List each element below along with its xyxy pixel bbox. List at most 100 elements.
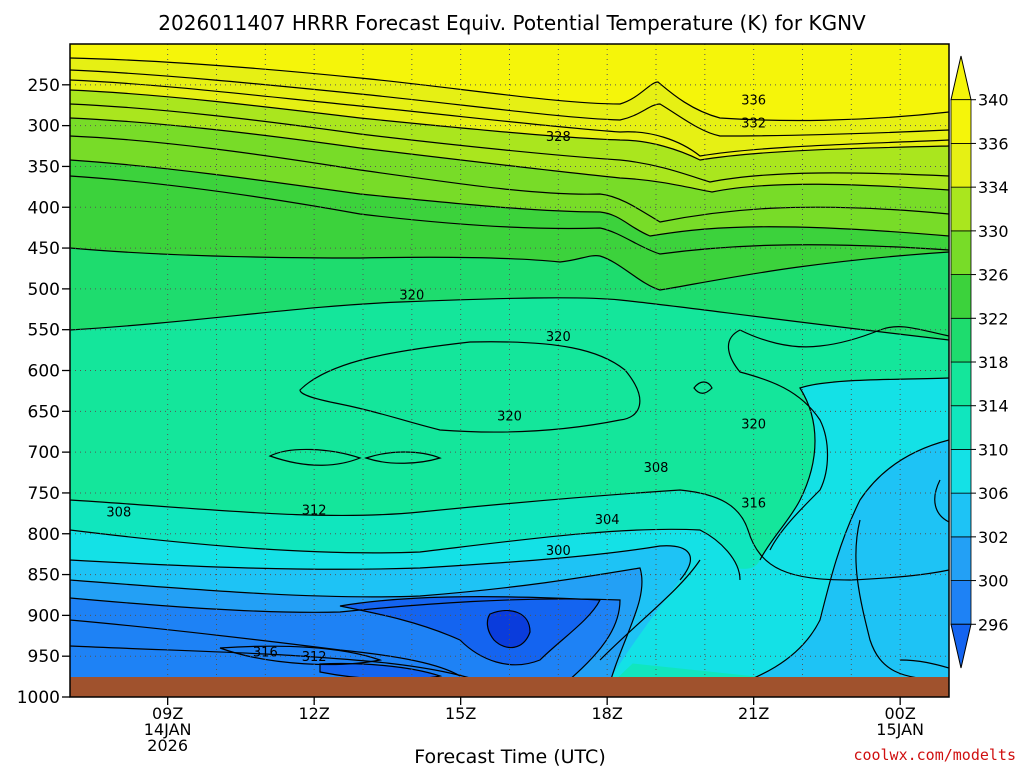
x-tick-label: 2026 (147, 736, 188, 755)
colorbar-segment (950, 317, 972, 363)
x-tick-label: 15JAN (876, 720, 924, 739)
y-tick-label: 600 (28, 362, 60, 382)
contour-label: 312 (302, 650, 327, 665)
colorbar-segment (950, 230, 972, 275)
contour-line (70, 645, 471, 679)
contour-line (759, 377, 949, 561)
band-296 (487, 610, 530, 648)
contour-label: 300 (546, 544, 571, 559)
contour-label: 332 (741, 116, 766, 131)
contour-label: 308 (106, 506, 131, 521)
contour-line (693, 381, 713, 394)
y-tick-label: 400 (28, 198, 60, 218)
x-tick-label: 18Z (592, 704, 623, 723)
contour-line (70, 135, 949, 223)
y-axis: 250 300 350 400 450 500 550 600 650 700 750 800 850 9… (17, 76, 70, 708)
contour-line (727, 326, 949, 551)
y-tick-label: 300 (28, 117, 60, 137)
contour-label: 316 (253, 645, 278, 660)
chart-title: 2026011407 HRRR Forecast Equiv. Potentia… (158, 11, 866, 35)
contour-line (70, 117, 949, 193)
contour-line (70, 297, 949, 341)
y-tick-label: 350 (28, 157, 60, 177)
y-tick-label: 900 (28, 606, 60, 626)
contour-label: 320 (546, 330, 571, 345)
contour-line (70, 247, 949, 291)
contour-line (319, 662, 443, 681)
colorbar-tick-label: 314 (978, 397, 1009, 416)
contour-line (486, 610, 531, 649)
colorbar-segment (950, 361, 972, 407)
credit-text: coolwx.com/modelts (853, 746, 1016, 764)
theta-e-fill-bands (70, 44, 949, 697)
contour-line (70, 57, 949, 122)
x-tick-label: 12Z (299, 704, 330, 723)
ground-strip (70, 677, 949, 697)
plot-area (70, 44, 949, 697)
colorbar-tick-label: 330 (978, 222, 1009, 241)
contour-line (899, 659, 949, 669)
y-tick-label: 800 (28, 525, 60, 545)
colorbar-segment (950, 580, 972, 625)
colorbar-tick-label: 340 (978, 91, 1009, 110)
colorbar-tick-label: 296 (978, 615, 1009, 634)
colorbar-segment (950, 449, 972, 494)
colorbar-segment (950, 405, 972, 450)
contour-label: 328 (546, 130, 571, 145)
colorbar-segment (950, 274, 972, 319)
colorbar-tick-label: 336 (978, 134, 1009, 153)
contour-line (268, 448, 362, 466)
colorbar-tick-label: 310 (978, 440, 1009, 459)
x-tick-label: 14JAN (144, 720, 192, 739)
contour-line (70, 597, 621, 697)
x-tick-label: 00Z (885, 704, 916, 723)
y-tick-label: 650 (28, 402, 60, 422)
contour-line (70, 619, 461, 677)
y-tick-label: 250 (28, 76, 60, 96)
contour-line (70, 489, 949, 581)
contour-line (299, 341, 641, 433)
colorbar-tick-label: 322 (978, 309, 1009, 328)
contour-label: 320 (399, 289, 424, 304)
colorbar-tick-label: 326 (978, 266, 1009, 285)
colorbar-segment (950, 536, 972, 581)
y-tick-label: 700 (28, 443, 60, 463)
contour-line (70, 528, 741, 581)
contour-line (70, 159, 949, 237)
colorbar-bottom-arrow (950, 623, 972, 669)
contour-labels: 336 332 328 320 320 320 320 308 316 312 308 304 300 3… (106, 94, 766, 666)
colorbar-tick-label: 302 (978, 528, 1009, 547)
y-tick-label: 550 (28, 321, 60, 341)
colorbar-tick-label: 318 (978, 353, 1009, 372)
contour-line (70, 545, 691, 581)
theta-e-contour-lines (70, 57, 949, 697)
colorbar-segment (950, 143, 972, 188)
contour-line (70, 175, 949, 255)
contour-line (70, 89, 949, 161)
colorbar-tick-label: 306 (978, 484, 1009, 503)
y-tick-label: 750 (28, 484, 60, 504)
y-tick-label: 450 (28, 239, 60, 259)
contour-line (70, 103, 949, 183)
contour-label: 316 (741, 497, 766, 512)
x-tick-label: 15Z (445, 704, 476, 723)
y-tick-label: 1000 (17, 688, 60, 708)
band-300 (320, 596, 600, 680)
contour-line (219, 645, 383, 666)
contour-line (599, 559, 701, 661)
x-tick-label: 09Z (152, 704, 183, 723)
contour-label: 336 (741, 94, 766, 109)
y-tick-label: 950 (28, 647, 60, 667)
colorbar-top-arrow (950, 55, 972, 101)
contour-label: 308 (644, 461, 669, 476)
colorbar-segment (950, 99, 972, 144)
colorbar-segment (950, 492, 972, 538)
contour-line (934, 479, 949, 523)
band-310-patch (936, 471, 949, 520)
contour-line (339, 596, 601, 666)
contour-line (364, 451, 442, 464)
contour-line (70, 79, 949, 157)
contour-label: 320 (741, 418, 766, 433)
